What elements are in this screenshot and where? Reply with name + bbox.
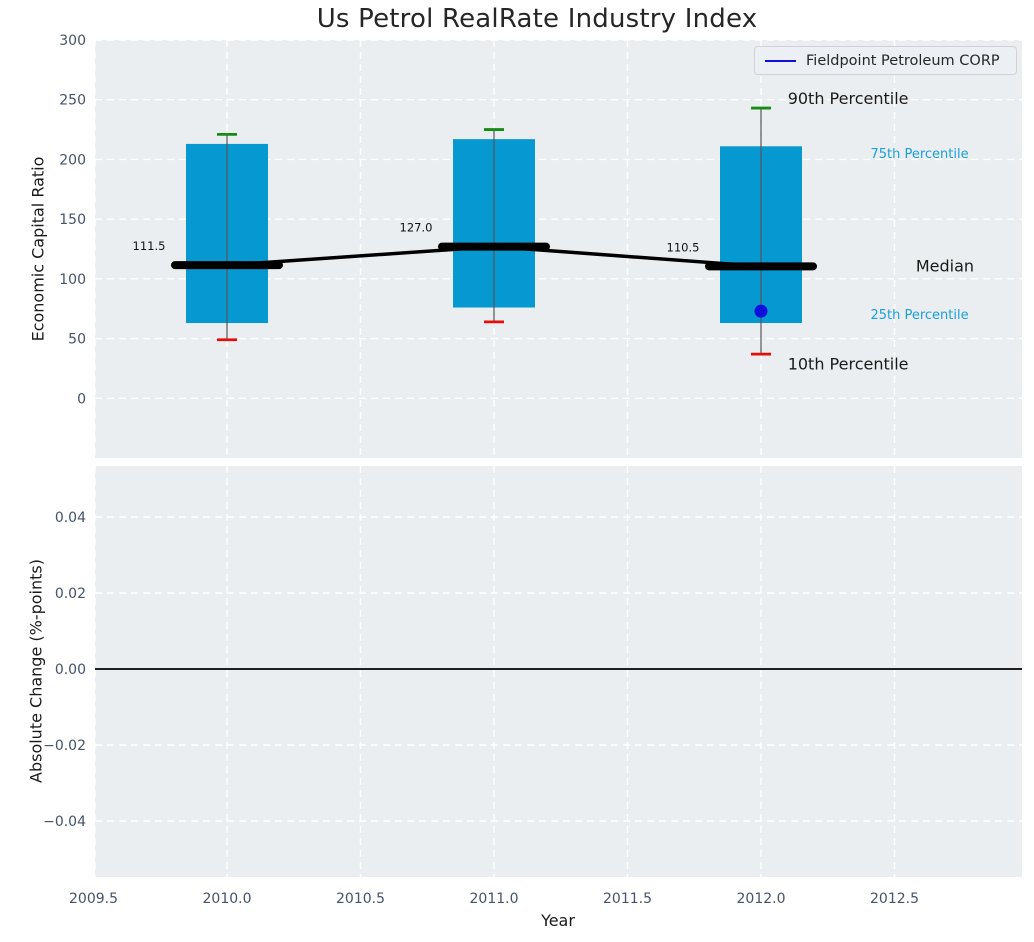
median-value-label: 111.5: [133, 239, 166, 253]
top-y-tick-label: 300: [59, 33, 86, 49]
bottom-y-tick-label: 0.02: [55, 586, 86, 602]
bottom-plot-area: [95, 466, 1022, 877]
annotation-median: Median: [916, 256, 974, 275]
top-y-tick-label: 250: [59, 93, 86, 109]
x-tick-label: 2011.5: [603, 891, 652, 907]
bottom-y-tick-label: 0.04: [55, 510, 86, 526]
annotation-90th-percentile: 90th Percentile: [788, 89, 909, 108]
annotation-75th-percentile: 75th Percentile: [870, 147, 968, 162]
bottom-y-tick-label: −0.04: [43, 814, 86, 830]
median-value-label: 127.0: [400, 221, 433, 235]
company-point: [754, 304, 768, 318]
x-tick-label: 2012.0: [737, 891, 786, 907]
legend: Fieldpoint Petroleum CORP: [754, 46, 1017, 75]
x-tick-label: 2011.0: [470, 891, 519, 907]
legend-label: Fieldpoint Petroleum CORP: [806, 52, 1000, 69]
top-y-tick-label: 100: [59, 272, 86, 288]
legend-line-swatch: [765, 59, 796, 62]
top-y-tick-label: 150: [59, 212, 86, 228]
top-y-tick-label: 50: [68, 332, 86, 348]
annotation-25th-percentile: 25th Percentile: [870, 308, 968, 323]
x-tick-label: 2009.5: [69, 891, 118, 907]
median-value-label: 110.5: [667, 240, 700, 254]
top-y-tick-label: 0: [77, 391, 86, 407]
bottom-y-tick-label: −0.02: [43, 738, 86, 754]
top-y-axis-label: Economic Capital Ratio: [28, 156, 48, 342]
x-tick-label: 2010.5: [336, 891, 385, 907]
x-tick-label: 2012.5: [870, 891, 919, 907]
chart-title: Us Petrol RealRate Industry Index: [316, 4, 758, 34]
bottom-y-tick-label: 0.00: [55, 662, 86, 678]
x-tick-label: 2010.0: [203, 891, 252, 907]
x-axis-label: Year: [541, 911, 575, 930]
bottom-y-axis-label: Absolute Change (%-points): [26, 559, 46, 783]
top-y-tick-label: 200: [59, 152, 86, 168]
annotation-10th-percentile: 10th Percentile: [788, 354, 909, 373]
